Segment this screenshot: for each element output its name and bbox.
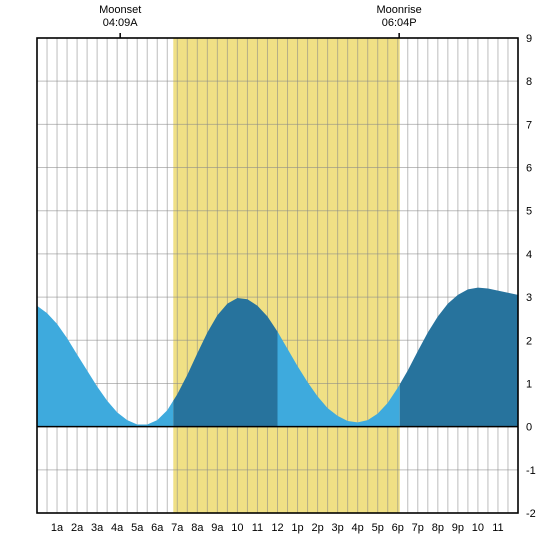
- chart-svg: -2-101234567891a2a3a4a5a6a7a8a9a1011121p…: [0, 0, 550, 550]
- y-tick-label: 2: [526, 335, 532, 347]
- moonrise-time: 06:04P: [359, 17, 439, 30]
- y-tick-label: -2: [526, 508, 536, 520]
- x-tick-label: 3a: [91, 522, 104, 534]
- x-tick-label: 7p: [412, 522, 424, 534]
- x-tick-label: 8p: [432, 522, 444, 534]
- y-tick-label: 5: [526, 206, 532, 218]
- y-tick-label: 4: [526, 249, 532, 261]
- x-tick-label: 6p: [392, 522, 404, 534]
- y-tick-label: 8: [526, 76, 532, 88]
- x-tick-label: 6a: [151, 522, 164, 534]
- x-tick-label: 4a: [111, 522, 124, 534]
- moonset-title: Moonset: [80, 4, 160, 17]
- x-tick-label: 2a: [71, 522, 84, 534]
- x-tick-label: 9a: [211, 522, 224, 534]
- moonrise-annotation: Moonrise 06:04P: [359, 4, 439, 30]
- x-tick-label: 3p: [332, 522, 344, 534]
- x-tick-label: 10: [472, 522, 484, 534]
- moonset-annotation: Moonset 04:09A: [80, 4, 160, 30]
- moonrise-title: Moonrise: [359, 4, 439, 17]
- y-tick-label: 0: [526, 422, 532, 434]
- x-tick-label: 2p: [311, 522, 323, 534]
- x-tick-label: 8a: [191, 522, 204, 534]
- tide-chart: -2-101234567891a2a3a4a5a6a7a8a9a1011121p…: [0, 0, 550, 550]
- moonset-time: 04:09A: [80, 17, 160, 30]
- y-tick-label: -1: [526, 465, 536, 477]
- x-tick-label: 1p: [291, 522, 303, 534]
- x-tick-label: 7a: [171, 522, 184, 534]
- x-tick-label: 5p: [372, 522, 384, 534]
- x-tick-label: 1a: [51, 522, 64, 534]
- x-tick-label: 11: [252, 522, 263, 534]
- y-tick-label: 3: [526, 292, 532, 304]
- x-tick-label: 4p: [352, 522, 364, 534]
- x-tick-label: 11: [492, 522, 503, 534]
- y-tick-label: 9: [526, 33, 532, 45]
- x-tick-label: 10: [231, 522, 243, 534]
- x-tick-label: 9p: [452, 522, 464, 534]
- y-tick-label: 7: [526, 119, 532, 131]
- y-tick-label: 6: [526, 163, 532, 175]
- x-tick-label: 5a: [131, 522, 144, 534]
- y-tick-label: 1: [526, 378, 532, 390]
- x-tick-label: 12: [271, 522, 283, 534]
